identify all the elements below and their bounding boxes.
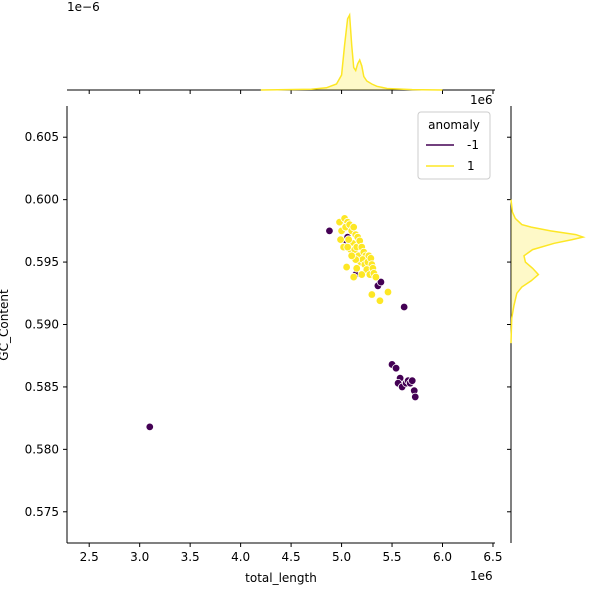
scatter-point-anomaly xyxy=(391,364,401,373)
y-tick-label: 0.585 xyxy=(25,380,59,394)
scatter-point-anomaly xyxy=(145,422,154,432)
top-marginal-density xyxy=(67,12,495,94)
x-tick-label: 3.5 xyxy=(181,550,200,564)
scatter-point-anomaly xyxy=(399,302,409,312)
legend-entry-label: -1 xyxy=(467,138,479,152)
scatter-point-normal xyxy=(343,242,352,252)
y-tick-label: 0.605 xyxy=(25,130,59,144)
scatter-point-normal xyxy=(357,270,366,279)
scatter-point-normal xyxy=(336,235,345,244)
y-tick-label: 0.580 xyxy=(25,442,59,456)
scatter-point-normal xyxy=(371,272,381,282)
scatter-point-normal xyxy=(352,264,361,273)
y-tick-label: 0.590 xyxy=(25,318,59,332)
x-tick-label: 4.0 xyxy=(231,550,250,564)
y-axis-label: GC_Content xyxy=(0,289,11,361)
scatter-point-normal xyxy=(375,296,385,305)
scatter-point-normal xyxy=(383,287,393,297)
right-marginal-offset-label: 1e6 xyxy=(470,93,493,107)
scatter-point-anomaly xyxy=(411,392,420,402)
x-axis-label: total_length xyxy=(245,571,317,585)
main-scatter-plot: 2.5 3.0 3.5 4.0 4.5 5.0 5.5 6.0 6.5 0.575 0.580 0.5… xyxy=(25,106,503,564)
scatter-point-normal xyxy=(349,272,358,282)
top-marginal-density-line xyxy=(260,12,443,91)
scatter-point-anomaly xyxy=(408,376,417,385)
scatter-point-anomaly xyxy=(325,226,334,236)
scatter-point-normal xyxy=(344,235,353,244)
x-tick-label: 6.0 xyxy=(433,550,452,564)
x-tick-label: 3.0 xyxy=(130,550,149,564)
scatter-point-normal xyxy=(367,290,377,299)
scatter-point-anomaly xyxy=(376,277,386,287)
y-tick-label: 0.595 xyxy=(25,255,59,269)
right-marginal-density xyxy=(507,106,586,543)
scatter-point-normal xyxy=(347,251,356,261)
legend-title: anomaly xyxy=(428,118,480,132)
legend-entry-label: 1 xyxy=(467,159,475,173)
legend: anomaly -1 1 xyxy=(417,111,491,180)
right-marginal-density-fill xyxy=(511,199,583,344)
x-tick-label: 5.5 xyxy=(382,550,401,564)
x-tick-label: 4.5 xyxy=(282,550,301,564)
x-tick-label: 2.5 xyxy=(80,550,99,564)
right-marginal-density-line xyxy=(510,199,586,344)
scatter-point-normal xyxy=(342,262,351,272)
y-tick-label: 0.575 xyxy=(25,505,59,519)
top-marginal-offset-label: 1e−6 xyxy=(67,0,100,14)
x-tick-label: 5.0 xyxy=(332,550,351,564)
x-tick-label: 6.5 xyxy=(483,550,502,564)
scatter-point-normal xyxy=(349,222,358,232)
x-offset-label: 1e6 xyxy=(470,569,493,583)
y-tick-label: 0.600 xyxy=(25,193,59,207)
